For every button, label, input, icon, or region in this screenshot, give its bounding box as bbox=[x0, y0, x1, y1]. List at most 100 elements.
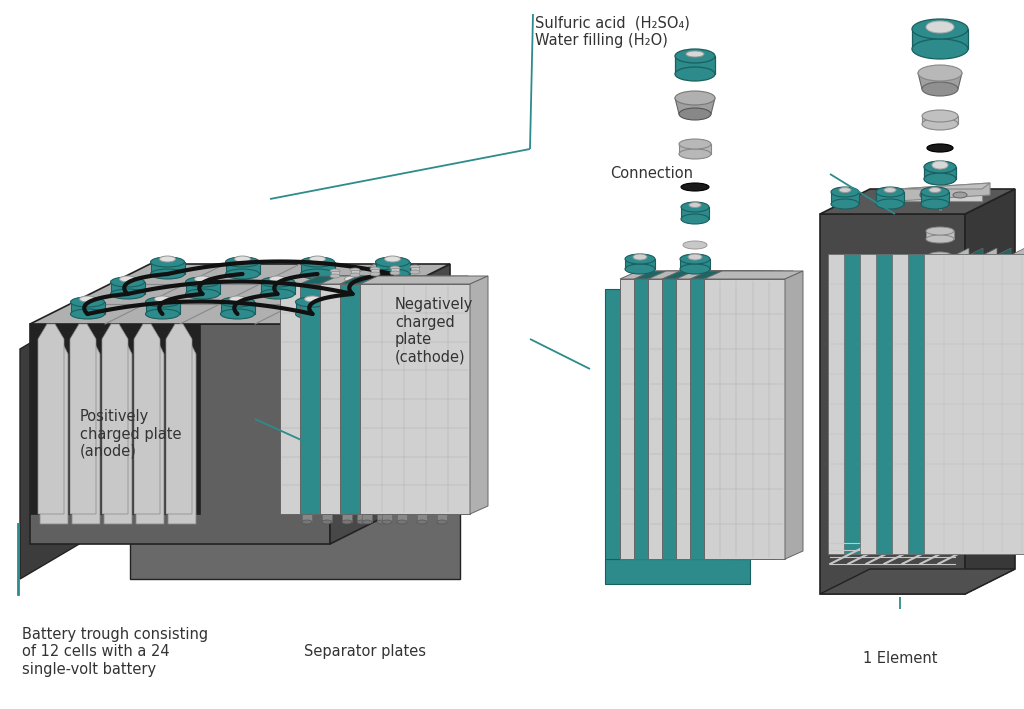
Polygon shape bbox=[938, 201, 942, 211]
Ellipse shape bbox=[185, 277, 219, 287]
Ellipse shape bbox=[220, 297, 255, 307]
Polygon shape bbox=[450, 276, 468, 514]
Ellipse shape bbox=[344, 276, 360, 282]
Ellipse shape bbox=[410, 265, 420, 269]
Ellipse shape bbox=[912, 39, 968, 59]
Polygon shape bbox=[785, 271, 803, 559]
Polygon shape bbox=[725, 271, 743, 559]
Polygon shape bbox=[30, 264, 450, 324]
Polygon shape bbox=[971, 248, 983, 554]
Ellipse shape bbox=[912, 19, 968, 39]
Ellipse shape bbox=[675, 91, 715, 105]
Ellipse shape bbox=[686, 51, 705, 57]
Ellipse shape bbox=[688, 254, 702, 260]
Polygon shape bbox=[675, 56, 715, 74]
Polygon shape bbox=[705, 279, 785, 559]
Polygon shape bbox=[924, 167, 956, 179]
Ellipse shape bbox=[921, 187, 949, 197]
Ellipse shape bbox=[929, 187, 941, 193]
Text: 1 Element: 1 Element bbox=[863, 651, 937, 666]
Polygon shape bbox=[908, 254, 1024, 554]
Polygon shape bbox=[620, 271, 743, 279]
Polygon shape bbox=[605, 559, 750, 584]
Ellipse shape bbox=[926, 227, 954, 235]
Ellipse shape bbox=[342, 520, 352, 524]
Ellipse shape bbox=[831, 199, 859, 209]
Polygon shape bbox=[70, 324, 96, 514]
Ellipse shape bbox=[921, 199, 949, 209]
Polygon shape bbox=[376, 262, 410, 274]
Polygon shape bbox=[999, 248, 1011, 554]
Polygon shape bbox=[985, 248, 997, 554]
Polygon shape bbox=[280, 284, 390, 514]
Polygon shape bbox=[730, 289, 750, 559]
Polygon shape bbox=[151, 262, 184, 274]
Ellipse shape bbox=[322, 520, 332, 524]
Polygon shape bbox=[755, 271, 773, 559]
Ellipse shape bbox=[675, 49, 715, 63]
Ellipse shape bbox=[296, 309, 330, 319]
Polygon shape bbox=[342, 514, 352, 522]
Polygon shape bbox=[220, 302, 255, 314]
Polygon shape bbox=[340, 284, 450, 514]
Ellipse shape bbox=[260, 277, 295, 287]
Ellipse shape bbox=[111, 289, 144, 299]
Ellipse shape bbox=[300, 257, 335, 267]
Polygon shape bbox=[357, 514, 367, 522]
Ellipse shape bbox=[831, 187, 859, 197]
Polygon shape bbox=[351, 270, 359, 275]
Ellipse shape bbox=[234, 256, 251, 262]
Polygon shape bbox=[330, 264, 450, 544]
Text: Separator plates: Separator plates bbox=[304, 644, 426, 659]
Ellipse shape bbox=[679, 139, 711, 149]
Text: Battery trough consisting
of 12 cells with a 24
single-volt battery: Battery trough consisting of 12 cells wi… bbox=[22, 627, 208, 677]
Polygon shape bbox=[38, 324, 63, 514]
Text: Negatively
charged
plate
(cathode): Negatively charged plate (cathode) bbox=[395, 297, 473, 364]
Polygon shape bbox=[382, 514, 392, 522]
Ellipse shape bbox=[932, 161, 948, 169]
Ellipse shape bbox=[376, 257, 410, 267]
Polygon shape bbox=[280, 276, 408, 284]
Polygon shape bbox=[676, 271, 783, 279]
Polygon shape bbox=[918, 73, 962, 89]
Polygon shape bbox=[676, 279, 765, 559]
Polygon shape bbox=[260, 282, 295, 294]
Polygon shape bbox=[430, 276, 449, 514]
Polygon shape bbox=[168, 334, 196, 524]
Polygon shape bbox=[302, 514, 312, 522]
Ellipse shape bbox=[300, 269, 335, 279]
Polygon shape bbox=[134, 324, 160, 514]
Polygon shape bbox=[705, 271, 803, 279]
Ellipse shape bbox=[350, 268, 360, 272]
Ellipse shape bbox=[689, 203, 701, 208]
Ellipse shape bbox=[876, 199, 904, 209]
Ellipse shape bbox=[145, 297, 179, 307]
Ellipse shape bbox=[680, 254, 710, 264]
Ellipse shape bbox=[220, 309, 255, 319]
Polygon shape bbox=[371, 269, 379, 274]
Polygon shape bbox=[40, 334, 68, 524]
Polygon shape bbox=[362, 514, 372, 522]
Ellipse shape bbox=[920, 190, 944, 200]
Ellipse shape bbox=[675, 67, 715, 81]
Polygon shape bbox=[1013, 248, 1024, 554]
Polygon shape bbox=[340, 276, 468, 284]
Ellipse shape bbox=[876, 187, 904, 197]
Polygon shape bbox=[922, 116, 958, 124]
Ellipse shape bbox=[370, 267, 380, 271]
Polygon shape bbox=[681, 207, 709, 219]
Ellipse shape bbox=[185, 289, 219, 299]
Polygon shape bbox=[634, 279, 735, 559]
Ellipse shape bbox=[681, 183, 709, 191]
Polygon shape bbox=[898, 183, 990, 189]
Polygon shape bbox=[820, 569, 1015, 594]
Polygon shape bbox=[828, 254, 957, 554]
Polygon shape bbox=[130, 349, 460, 579]
Polygon shape bbox=[470, 276, 488, 514]
Polygon shape bbox=[690, 279, 775, 559]
Ellipse shape bbox=[160, 256, 175, 262]
Polygon shape bbox=[876, 254, 999, 554]
Polygon shape bbox=[390, 276, 408, 514]
Polygon shape bbox=[765, 271, 783, 559]
Ellipse shape bbox=[681, 202, 709, 212]
